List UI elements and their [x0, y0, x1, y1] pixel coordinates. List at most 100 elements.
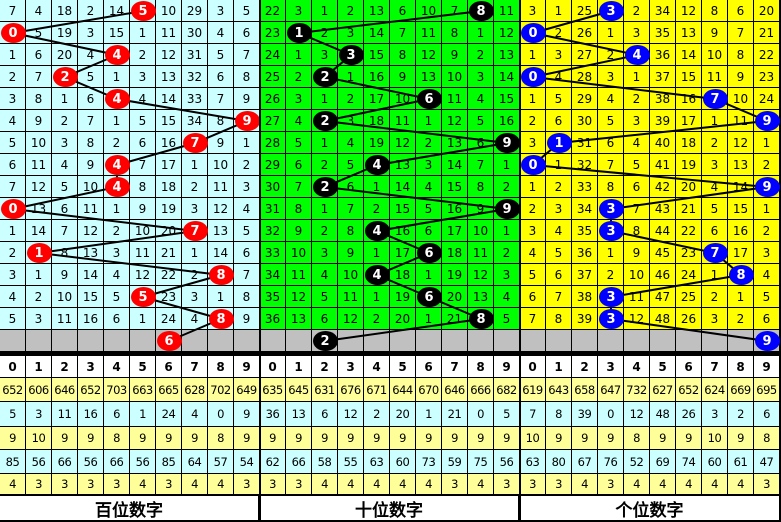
stat-cell: 69	[650, 450, 676, 474]
digit-header: 3	[78, 356, 104, 378]
stat-cell: 74	[676, 450, 702, 474]
miss-count-cell: 7	[26, 66, 52, 88]
miss-count-cell: 1	[702, 110, 728, 132]
miss-count-cell: 5	[546, 88, 572, 110]
winning-digit-ball: 7	[182, 133, 208, 153]
miss-count-cell: 1	[520, 44, 546, 66]
miss-count-cell: 2	[364, 198, 390, 220]
pending-cell	[442, 330, 468, 352]
miss-count-cell: 9	[624, 242, 650, 264]
miss-count-cell: 5	[520, 264, 546, 286]
miss-count-cell: 36	[260, 308, 286, 330]
stat-cell: 6	[754, 402, 780, 427]
digit-header: 7	[442, 356, 468, 378]
stat-cell: 3	[494, 474, 520, 495]
digit-header: 2	[312, 356, 338, 378]
miss-count-cell: 4	[78, 44, 104, 66]
winning-digit-ball: 3	[598, 199, 624, 219]
miss-count-cell: 1	[130, 308, 156, 330]
stat-cell: 3	[754, 474, 780, 495]
winning-digit-ball: 9	[494, 199, 520, 219]
miss-count-cell: 10	[390, 88, 416, 110]
stat-cell: 702	[208, 378, 234, 402]
miss-count-cell: 4	[416, 176, 442, 198]
miss-count-cell: 10	[52, 286, 78, 308]
miss-count-cell: 46	[650, 264, 676, 286]
miss-count-cell: 1	[312, 88, 338, 110]
miss-count-cell: 9	[52, 264, 78, 286]
miss-count-cell: 7	[130, 154, 156, 176]
miss-count-cell: 14	[728, 176, 754, 198]
miss-count-cell: 11	[390, 110, 416, 132]
miss-count-cell: 16	[676, 88, 702, 110]
miss-count-cell: 13	[208, 220, 234, 242]
stat-cell: 12	[624, 402, 650, 427]
stat-cell: 635	[260, 378, 286, 402]
miss-count-cell: 12	[624, 308, 650, 330]
winning-digit-ball: 6	[416, 89, 442, 109]
digit-header: 8	[728, 356, 754, 378]
stat-cell: 9	[286, 427, 312, 450]
digit-header: 0	[0, 356, 26, 378]
miss-count-cell: 5	[52, 176, 78, 198]
miss-count-cell: 2	[468, 44, 494, 66]
miss-count-cell: 3	[702, 308, 728, 330]
winning-digit-ball: 0	[520, 23, 546, 43]
miss-count-cell: 19	[364, 132, 390, 154]
digit-header: 8	[468, 356, 494, 378]
miss-count-cell: 44	[650, 220, 676, 242]
miss-count-cell: 10	[468, 220, 494, 242]
stat-cell: 4	[728, 474, 754, 495]
pending-cell	[390, 330, 416, 352]
stat-cell: 619	[520, 378, 546, 402]
winning-digit-ball: 9	[754, 331, 780, 351]
stat-cell: 62	[260, 450, 286, 474]
pending-cell	[104, 330, 130, 352]
miss-count-cell: 1	[182, 154, 208, 176]
miss-count-cell: 16	[390, 220, 416, 242]
stat-cell: 4	[702, 474, 728, 495]
winning-digit-ball: 0	[520, 155, 546, 175]
stat-cell: 9	[260, 427, 286, 450]
miss-count-cell: 3	[702, 154, 728, 176]
pending-cell	[468, 330, 494, 352]
miss-count-cell: 3	[182, 286, 208, 308]
miss-count-cell: 3	[624, 22, 650, 44]
miss-count-cell: 3	[0, 264, 26, 286]
miss-count-cell: 2	[624, 0, 650, 22]
miss-count-cell: 15	[494, 88, 520, 110]
miss-count-cell: 13	[442, 132, 468, 154]
miss-count-cell: 9	[286, 220, 312, 242]
miss-count-cell: 1	[364, 176, 390, 198]
miss-count-cell: 3	[286, 88, 312, 110]
stat-cell: 646	[442, 378, 468, 402]
digit-header: 1	[26, 356, 52, 378]
miss-count-cell: 6	[624, 176, 650, 198]
miss-count-cell: 2	[416, 132, 442, 154]
winning-digit-ball: 3	[598, 309, 624, 329]
stat-cell: 9	[312, 427, 338, 450]
miss-count-cell: 7	[286, 176, 312, 198]
pending-cell	[702, 330, 728, 352]
digit-header: 9	[494, 356, 520, 378]
winning-digit-ball: 6	[416, 287, 442, 307]
miss-count-cell: 2	[286, 66, 312, 88]
stat-cell: 647	[598, 378, 624, 402]
miss-count-cell: 2	[338, 88, 364, 110]
stat-cell: 9	[156, 427, 182, 450]
miss-count-cell: 42	[650, 176, 676, 198]
miss-count-cell: 6	[546, 110, 572, 132]
winning-digit-ball: 4	[104, 45, 130, 65]
miss-count-cell: 9	[728, 66, 754, 88]
miss-count-cell: 2	[104, 132, 130, 154]
miss-count-cell: 14	[104, 0, 130, 22]
miss-count-cell: 1	[104, 66, 130, 88]
stat-cell: 627	[650, 378, 676, 402]
miss-count-cell: 5	[546, 242, 572, 264]
stat-cell: 8	[546, 402, 572, 427]
miss-count-cell: 35	[572, 220, 598, 242]
winning-digit-ball: 9	[754, 177, 780, 197]
stat-cell: 76	[598, 450, 624, 474]
miss-count-cell: 8	[286, 198, 312, 220]
miss-count-cell: 20	[52, 44, 78, 66]
